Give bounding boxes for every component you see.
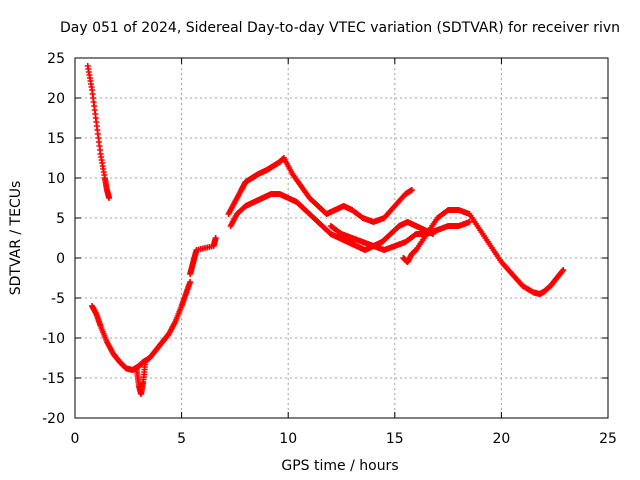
series-early-arc — [84, 63, 113, 201]
series-main-trace — [89, 279, 194, 373]
y-tick-label: -10 — [42, 331, 65, 347]
data-point — [142, 359, 149, 365]
y-tick-label: -15 — [42, 371, 65, 387]
series-upper-hump — [225, 155, 415, 225]
data-point — [106, 195, 113, 201]
x-tick-label: 10 — [279, 431, 297, 447]
y-tick-label: 20 — [47, 91, 65, 107]
y-tick-label: 10 — [47, 171, 65, 187]
chart-title: Day 051 of 2024, Sidereal Day-to-day VTE… — [60, 20, 620, 36]
y-tick-label: 0 — [56, 251, 65, 267]
x-tick-label: 15 — [386, 431, 404, 447]
data-point — [466, 219, 473, 225]
axis-ticks: 0 5 10 15 20 25 -20 -15 -10 -5 0 5 10 15 20 25 — [42, 51, 617, 447]
y-tick-label: 15 — [47, 131, 65, 147]
series-third-band — [327, 219, 473, 253]
series-dip — [133, 359, 149, 397]
x-tick-label: 5 — [177, 431, 186, 447]
data-point — [212, 235, 219, 241]
series-late-band — [400, 207, 567, 297]
data-point — [560, 267, 567, 273]
y-tick-label: -20 — [42, 411, 65, 427]
data-point — [187, 279, 194, 285]
plot-frame — [74, 57, 609, 419]
data-markers — [84, 63, 567, 397]
x-tick-label: 0 — [71, 431, 80, 447]
y-tick-label: 25 — [47, 51, 65, 67]
x-tick-label: 20 — [492, 431, 510, 447]
data-point — [408, 187, 415, 193]
y-axis-label: SDTVAR / TECUs — [8, 181, 24, 296]
grid — [75, 58, 608, 418]
x-tick-label: 25 — [599, 431, 617, 447]
y-tick-label: -5 — [51, 291, 65, 307]
y-tick-label: 5 — [56, 211, 65, 227]
x-axis-label: GPS time / hours — [281, 458, 398, 474]
series-small-segments — [187, 235, 219, 277]
